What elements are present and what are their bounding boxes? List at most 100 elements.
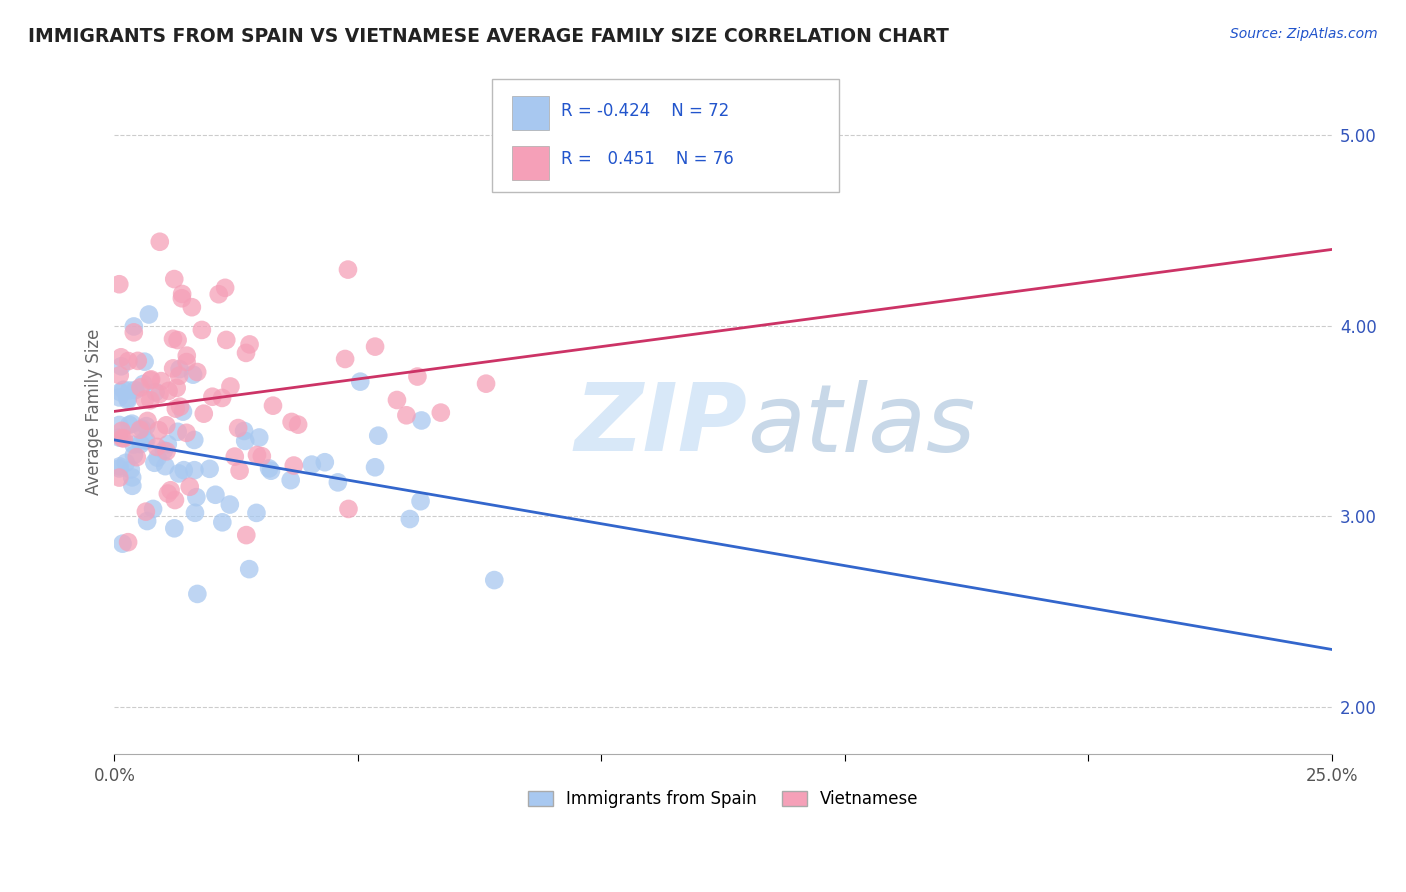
Point (211, 516, 233, 530)
Point (176, 349, 198, 363)
Point (143, 456, 166, 470)
Text: R = -0.424    N = 72: R = -0.424 N = 72 (561, 102, 730, 120)
Point (186, 490, 208, 504)
Point (122, 448, 145, 462)
Point (179, 480, 201, 494)
Point (411, 413, 433, 427)
Point (108, 391, 131, 405)
Point (314, 455, 336, 469)
Point (108, 459, 131, 474)
Point (117, 392, 139, 406)
Point (122, 326, 145, 340)
Point (224, 450, 246, 464)
Point (163, 493, 186, 508)
Point (134, 434, 156, 448)
Point (129, 423, 152, 437)
Point (146, 440, 169, 454)
Point (245, 506, 267, 520)
Point (172, 404, 194, 418)
Point (110, 385, 132, 400)
Point (176, 355, 198, 369)
Point (247, 430, 270, 444)
Point (148, 387, 170, 401)
Point (159, 483, 181, 498)
Point (155, 418, 177, 433)
Point (172, 287, 194, 301)
Point (131, 422, 153, 436)
FancyBboxPatch shape (512, 95, 548, 130)
Point (111, 431, 134, 445)
Point (117, 535, 139, 549)
Point (122, 437, 145, 451)
Point (475, 376, 498, 391)
Point (183, 463, 205, 477)
Point (398, 512, 420, 526)
Point (136, 514, 159, 528)
Point (262, 399, 284, 413)
Point (136, 414, 159, 428)
Point (226, 421, 249, 435)
Point (129, 437, 152, 451)
Point (250, 449, 273, 463)
Point (142, 502, 165, 516)
Point (127, 354, 149, 368)
Point (135, 505, 157, 519)
Point (208, 287, 231, 301)
Point (134, 354, 156, 368)
Point (186, 365, 208, 379)
Point (145, 384, 167, 399)
Point (114, 456, 136, 470)
Point (169, 362, 191, 376)
Point (167, 368, 190, 383)
Point (235, 346, 257, 360)
Text: atlas: atlas (748, 380, 976, 471)
Point (157, 384, 180, 398)
Point (138, 308, 160, 322)
FancyBboxPatch shape (512, 145, 548, 180)
Point (176, 425, 198, 440)
Point (149, 235, 172, 249)
Point (181, 368, 204, 382)
Point (110, 351, 132, 365)
Point (219, 379, 242, 393)
Point (385, 392, 408, 407)
Point (108, 417, 131, 432)
Point (146, 450, 169, 465)
Point (283, 458, 305, 473)
Point (132, 376, 155, 391)
Point (484, 573, 506, 587)
Point (135, 419, 157, 434)
Point (211, 391, 233, 405)
Point (135, 434, 157, 448)
Point (280, 473, 302, 487)
Point (170, 291, 193, 305)
Point (163, 521, 186, 535)
Point (246, 448, 269, 462)
Point (155, 459, 177, 474)
Point (150, 374, 173, 388)
Point (163, 272, 186, 286)
Point (214, 281, 236, 295)
Point (169, 400, 191, 414)
Point (124, 383, 146, 397)
Point (367, 428, 389, 442)
Point (121, 470, 143, 484)
Point (287, 417, 309, 432)
Point (191, 323, 214, 337)
Point (156, 486, 179, 500)
Point (148, 423, 170, 437)
Point (364, 460, 387, 475)
Point (117, 392, 139, 407)
Point (301, 458, 323, 472)
Point (167, 467, 190, 481)
Point (111, 424, 134, 438)
Point (129, 380, 152, 394)
Point (139, 393, 162, 408)
Text: IMMIGRANTS FROM SPAIN VS VIETNAMESE AVERAGE FAMILY SIZE CORRELATION CHART: IMMIGRANTS FROM SPAIN VS VIETNAMESE AVER… (28, 27, 949, 45)
Point (108, 470, 131, 484)
Point (204, 488, 226, 502)
Point (112, 383, 135, 397)
Point (173, 463, 195, 477)
Point (349, 375, 371, 389)
Point (156, 437, 179, 451)
